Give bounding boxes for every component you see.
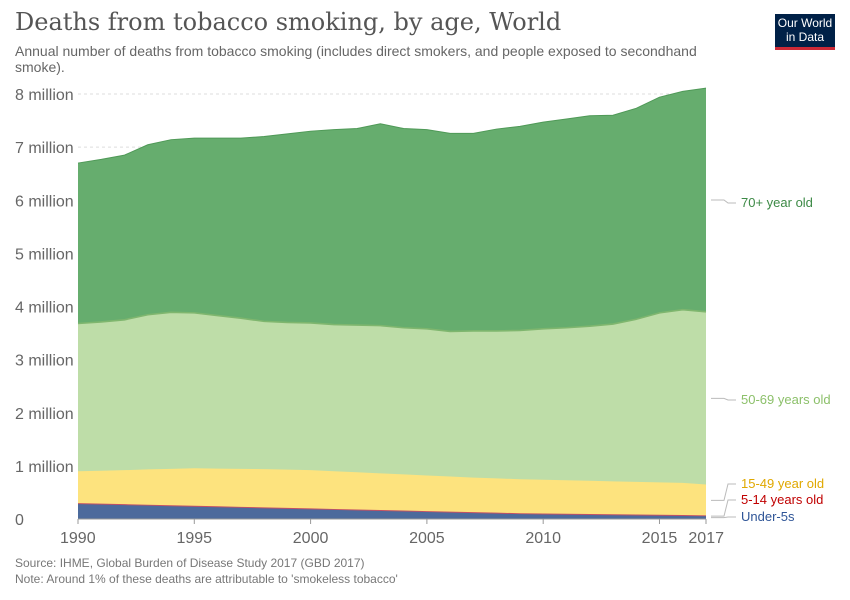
legend-connector [711,199,736,204]
legend-connector [711,499,736,517]
legend-label-under-5s: Under-5s [741,509,795,524]
area-series [77,87,707,519]
x-tick-label: 2010 [525,530,561,547]
x-axis-ticks: 1990 1995 2000 2005 2010 2015 2017 [60,518,724,547]
y-tick-label: 0 [15,512,24,529]
area-50-69-years-old [78,309,706,485]
chart-subtitle: Annual number of deaths from tobacco smo… [15,43,697,75]
legend-label-70-year-old: 70+ year old [741,195,813,210]
series-line [77,503,707,517]
area-70-year-old [78,88,706,332]
y-tick-label: 5 million [15,246,74,263]
x-tick-label: 2015 [642,530,678,547]
legend-connector [711,397,736,401]
y-tick-label: 1 million [15,459,74,476]
series-line [77,308,707,333]
y-tick-label: 8 million [15,87,74,104]
x-tick-label: 2005 [409,530,445,547]
legend-connector [711,516,736,519]
logo-line-2: in Data [785,30,825,44]
owid-logo[interactable]: Our World in Data [775,14,835,50]
y-axis-ticks: 0 1 million 2 million 3 million 4 million 5 m… [15,87,74,529]
series-line [77,503,707,517]
legend-connector [711,483,736,501]
x-tick-label: 1995 [176,530,212,547]
x-tick-label: 1990 [60,530,96,547]
y-tick-label: 4 million [15,300,74,317]
x-tick-label: 2000 [293,530,329,547]
y-tick-label: 2 million [15,406,74,423]
series-line [77,87,707,164]
y-tick-label: 6 million [15,193,74,210]
legend-label-15-49-year-old: 15-49 year old [741,476,824,491]
legend-label-50-69-years-old: 50-69 years old [741,392,831,407]
logo-line-1: Our World [777,16,833,30]
source-note: Source: IHME, Global Burden of Disease S… [15,556,365,570]
footnote: Note: Around 1% of these deaths are attr… [15,572,398,586]
series-line [77,468,707,486]
x-tick-label: 2017 [688,530,724,547]
y-tick-label: 3 million [15,353,74,370]
chart-title: Deaths from tobacco smoking, by age, Wor… [15,8,562,36]
y-tick-label: 7 million [15,140,74,157]
legend-label-5-14-years-old: 5-14 years old [741,492,823,507]
